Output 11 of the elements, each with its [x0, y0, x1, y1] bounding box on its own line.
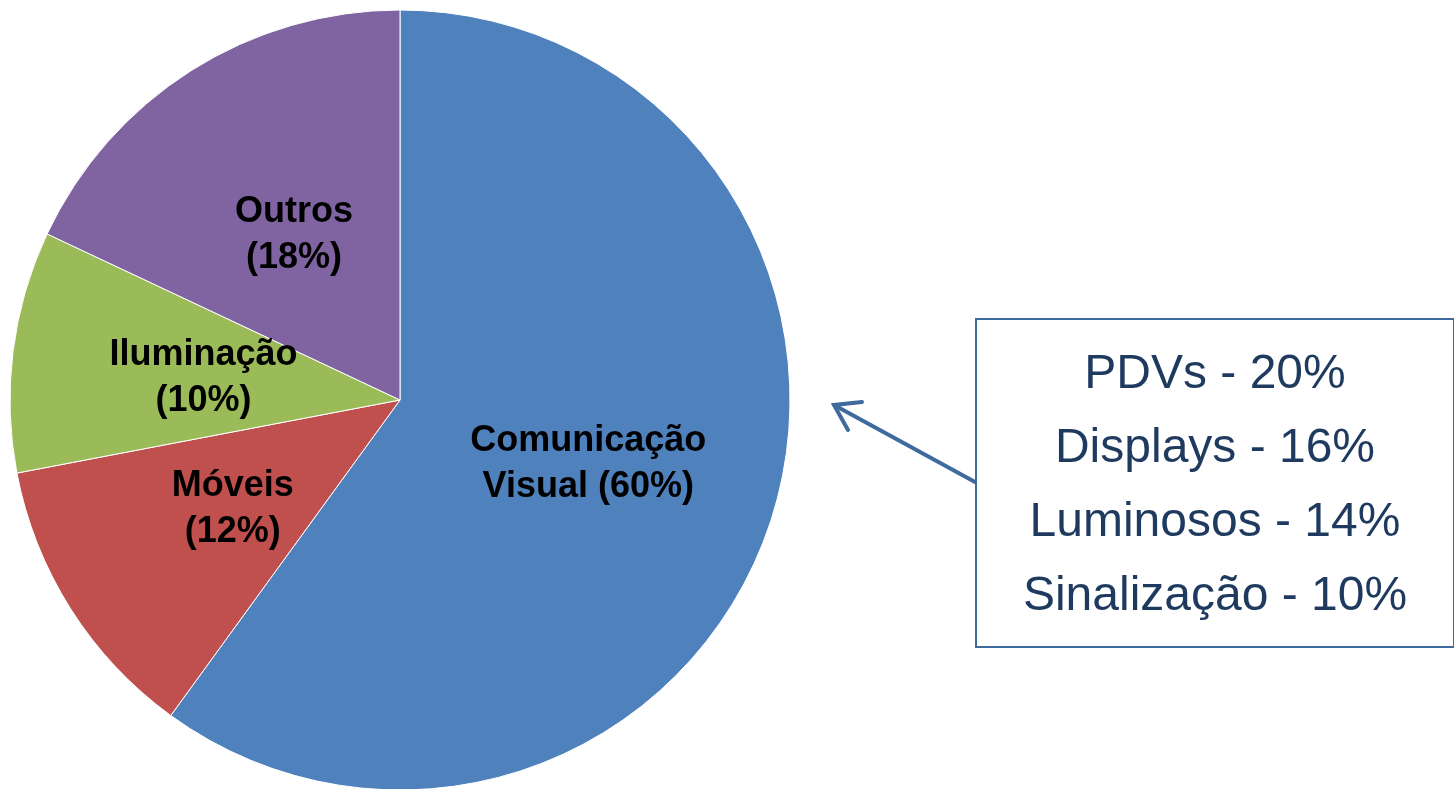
data-label: (18%)	[245, 235, 342, 277]
text: Displays - 16%	[1054, 418, 1376, 474]
slice-label: Outros	[234, 189, 353, 231]
data-label: (12%)	[184, 508, 281, 550]
text: PDVs - 20%	[1084, 344, 1346, 400]
slice-label: Iluminação	[109, 331, 298, 373]
slice-label: Móveis	[171, 462, 294, 504]
text: Luminosos - 14%	[1029, 492, 1401, 548]
data-label: (10%)	[155, 377, 252, 419]
text: Sinalização - 10%	[1022, 566, 1408, 622]
slice-label: Comunicação Visual (60%)	[470, 417, 707, 505]
